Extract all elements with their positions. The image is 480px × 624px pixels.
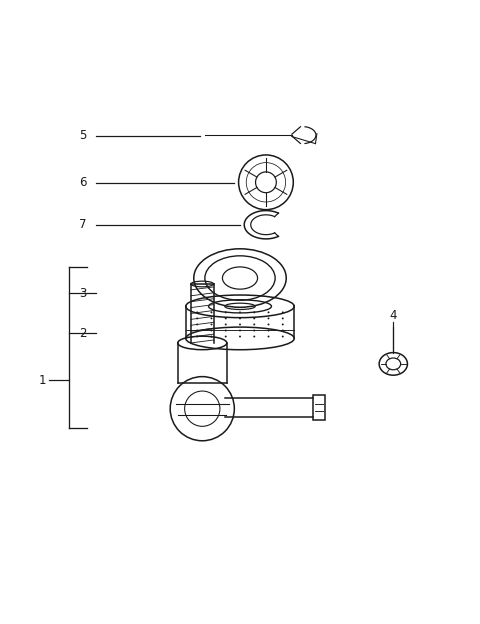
Circle shape (239, 318, 241, 319)
Circle shape (196, 311, 198, 313)
Circle shape (282, 311, 284, 313)
Circle shape (282, 323, 284, 326)
Text: 3: 3 (79, 286, 87, 300)
Circle shape (239, 323, 241, 326)
Text: 7: 7 (79, 218, 87, 231)
Text: 2: 2 (79, 327, 87, 339)
Text: 1: 1 (38, 374, 46, 387)
Circle shape (196, 318, 198, 319)
Circle shape (225, 318, 227, 319)
Circle shape (211, 336, 213, 338)
Circle shape (267, 318, 269, 319)
Circle shape (267, 329, 269, 331)
Circle shape (267, 336, 269, 338)
Circle shape (267, 323, 269, 326)
Circle shape (253, 311, 255, 313)
Circle shape (211, 318, 213, 319)
Circle shape (196, 329, 198, 331)
Text: 4: 4 (390, 309, 397, 322)
Circle shape (225, 311, 227, 313)
Circle shape (253, 329, 255, 331)
Circle shape (239, 329, 241, 331)
Circle shape (239, 336, 241, 338)
Circle shape (282, 329, 284, 331)
Circle shape (211, 329, 213, 331)
Circle shape (196, 336, 198, 338)
Circle shape (253, 336, 255, 338)
Circle shape (211, 311, 213, 313)
Circle shape (282, 336, 284, 338)
Circle shape (196, 323, 198, 326)
Bar (313, 396, 325, 420)
Text: 6: 6 (79, 176, 87, 189)
Circle shape (253, 323, 255, 326)
Circle shape (225, 336, 227, 338)
Circle shape (239, 311, 241, 313)
Circle shape (225, 323, 227, 326)
Circle shape (225, 329, 227, 331)
Circle shape (282, 318, 284, 319)
Circle shape (267, 311, 269, 313)
Circle shape (253, 318, 255, 319)
Text: 5: 5 (79, 129, 87, 142)
Circle shape (211, 323, 213, 326)
